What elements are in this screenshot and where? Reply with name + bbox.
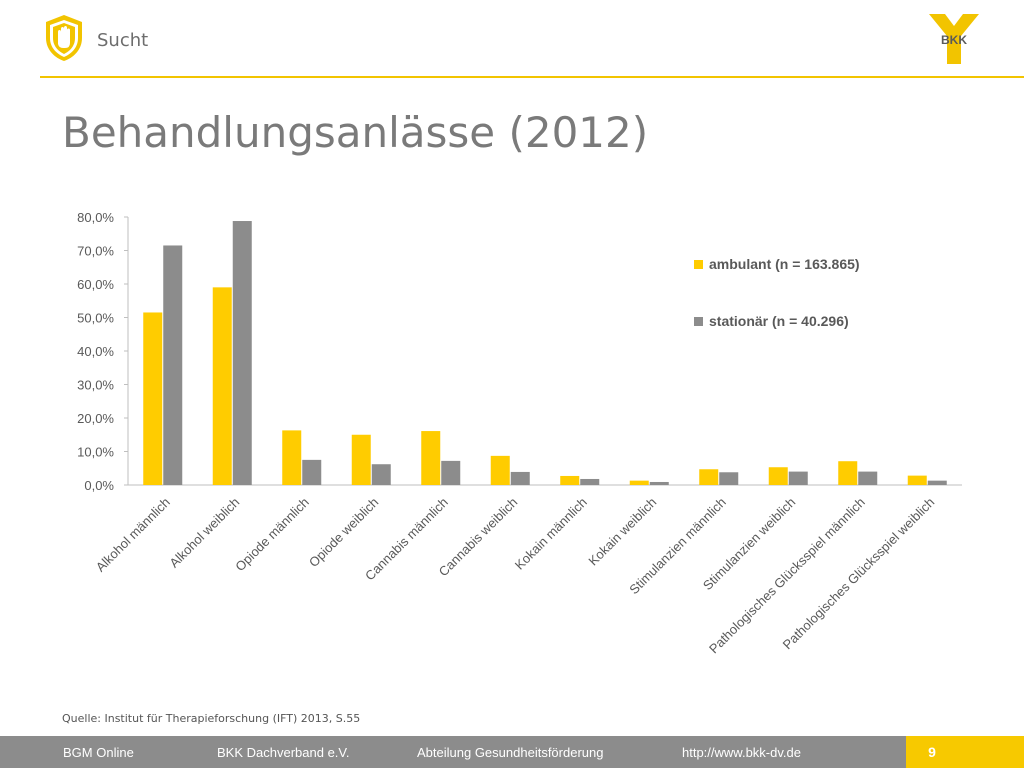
footer-department: Abteilung Gesundheitsförderung bbox=[417, 745, 604, 760]
legend-label-ambulant: ambulant (n = 163.865) bbox=[709, 256, 860, 272]
footer-bkk-dachverband: BKK Dachverband e.V. bbox=[217, 745, 350, 760]
legend-swatch-ambulant bbox=[694, 260, 703, 269]
bar-ambulant bbox=[490, 455, 510, 485]
bar-ambulant bbox=[421, 431, 441, 485]
bar-ambulant bbox=[699, 469, 719, 485]
legend-swatch-stationaer bbox=[694, 317, 703, 326]
bar-stationaer bbox=[927, 480, 947, 485]
bar-ambulant bbox=[212, 287, 232, 485]
y-tick-label: 40,0% bbox=[77, 344, 114, 359]
x-category-label: Opiode weiblich bbox=[306, 495, 382, 571]
footer-bgm-online: BGM Online bbox=[63, 745, 134, 760]
x-category-label: Pathologisches Glücksspiel weiblich bbox=[780, 495, 938, 653]
y-tick-label: 50,0% bbox=[77, 311, 114, 326]
y-tick-label: 10,0% bbox=[77, 445, 114, 460]
bar-chart: 0,0% 10,0% 20,0% 30,0% 40,0% 50,0% 60,0% 70,0% 8… bbox=[77, 210, 962, 657]
slide-header: Sucht BKK bbox=[0, 0, 1024, 78]
legend-label-stationaer: stationär (n = 40.296) bbox=[709, 313, 849, 329]
x-category-label: Opiode männlich bbox=[232, 495, 312, 575]
bkk-logo: BKK bbox=[929, 14, 979, 64]
bar-stationaer bbox=[719, 472, 739, 485]
bar-stationaer bbox=[858, 471, 878, 485]
bar-stationaer bbox=[163, 245, 183, 485]
svg-text:BKK: BKK bbox=[941, 33, 967, 47]
x-category-label: Kokain männlich bbox=[512, 495, 590, 573]
source-note: Quelle: Institut für Therapieforschung (… bbox=[62, 712, 361, 725]
x-category-label: Pathologisches Glücksspiel männlich bbox=[706, 495, 868, 657]
y-tick-label: 30,0% bbox=[77, 378, 114, 393]
bar-stationaer bbox=[302, 459, 322, 485]
y-tick-label: 80,0% bbox=[77, 210, 114, 225]
stop-hand-shield-icon bbox=[46, 15, 82, 61]
bar-stationaer bbox=[649, 481, 669, 485]
bar-ambulant bbox=[629, 480, 649, 485]
bar-stationaer bbox=[510, 471, 530, 485]
bar-stationaer bbox=[580, 478, 600, 485]
bar-ambulant bbox=[282, 430, 302, 485]
page-number: 9 bbox=[928, 744, 936, 760]
header-divider bbox=[40, 76, 1024, 78]
page-title: Behandlungsanlässe (2012) bbox=[62, 108, 649, 157]
page-number-box: 9 bbox=[906, 736, 1024, 768]
bar-ambulant bbox=[560, 475, 580, 485]
bar-ambulant bbox=[351, 434, 371, 485]
section-label: Sucht bbox=[97, 30, 149, 51]
bar-ambulant bbox=[838, 461, 858, 485]
y-tick-label: 20,0% bbox=[77, 411, 114, 426]
footer-website-link[interactable]: http://www.bkk-dv.de bbox=[682, 745, 801, 760]
bar-stationaer bbox=[232, 221, 252, 485]
bar-ambulant bbox=[768, 467, 788, 485]
bar-stationaer bbox=[371, 464, 391, 485]
y-tick-label: 0,0% bbox=[84, 478, 114, 493]
y-tick-label: 60,0% bbox=[77, 277, 114, 292]
y-tick-label: 70,0% bbox=[77, 244, 114, 259]
bar-ambulant bbox=[907, 475, 927, 485]
x-category-label: Kokain weiblich bbox=[585, 495, 659, 569]
x-category-label: Alkohol männlich bbox=[93, 495, 173, 575]
bar-stationaer bbox=[788, 471, 808, 485]
footer-bar: BGM Online BKK Dachverband e.V. Abteilun… bbox=[0, 736, 1024, 768]
bar-stationaer bbox=[441, 460, 461, 485]
bar-ambulant bbox=[143, 312, 163, 485]
x-category-label: Alkohol weiblich bbox=[166, 495, 242, 571]
